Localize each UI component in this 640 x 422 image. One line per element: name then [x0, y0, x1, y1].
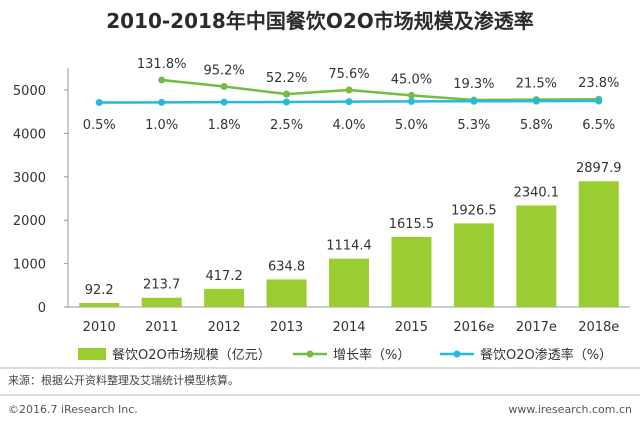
penetration-rate-point: [595, 97, 603, 105]
penetration-rate-label: 1.8%: [208, 118, 241, 133]
bar: [391, 236, 432, 307]
bar: [204, 288, 245, 307]
legend-label-market-size: 餐饮O2O市场规模（亿元）: [112, 347, 271, 363]
penetration-rate-point: [345, 98, 353, 106]
bar: [141, 297, 182, 307]
y-tick-label: 2000: [13, 214, 46, 229]
penetration-rate-point: [283, 98, 291, 106]
bar: [329, 258, 369, 307]
growth-rate-label: 45.0%: [391, 72, 432, 87]
growth-rate-point: [220, 83, 228, 91]
penetration-rate-point: [158, 98, 166, 106]
penetration-rate-label: 5.3%: [457, 118, 490, 133]
bar: [453, 223, 494, 307]
growth-rate-label: 19.3%: [453, 77, 494, 92]
x-tick-label: 2011: [145, 320, 178, 335]
x-tick-label: 2017e: [516, 320, 557, 335]
bar-data-label: 417.2: [206, 269, 243, 284]
bar-data-label: 2897.9: [576, 161, 622, 176]
bar: [79, 302, 120, 307]
legend-marker-growth: [306, 350, 314, 358]
x-tick-label: 2015: [395, 320, 428, 335]
axes: 0 1000 2000 3000 4000 5000 2010 2011 2012 2013 201…: [13, 68, 630, 335]
penetration-rate-point: [95, 99, 103, 106]
growth-rate-label: 52.2%: [266, 71, 307, 86]
growth-rate-label: 131.8%: [137, 57, 187, 72]
growth-rate-label: 21.5%: [516, 77, 557, 92]
legend: 餐饮O2O市场规模（亿元） 增长率（%） 餐饮O2O渗透率（%）: [78, 347, 612, 363]
y-tick-label: 3000: [13, 171, 46, 186]
chart-title: 2010-2018年中国餐饮O2O市场规模及渗透率: [106, 9, 534, 33]
y-tick-label: 0: [38, 301, 46, 316]
bar-series: 92.2 213.7 417.2 634.8 1114.4 1615.5 1926.5 234…: [79, 161, 622, 307]
x-tick-label: 2016e: [453, 320, 494, 335]
legend-label-penetration-rate: 餐饮O2O渗透率（%）: [480, 347, 612, 363]
penetration-rate-label: 6.5%: [582, 118, 615, 133]
growth-rate-label: 23.8%: [578, 76, 619, 91]
source-note: 来源：根据公开资料整理及艾瑞统计模型核算。: [8, 373, 239, 387]
bar-data-label: 634.8: [268, 259, 305, 274]
bar-data-label: 2340.1: [514, 185, 560, 200]
legend-marker-penetration: [453, 350, 461, 358]
bar-data-label: 213.7: [143, 278, 180, 293]
penetration-rate-label: 4.0%: [332, 118, 365, 133]
growth-rate-point: [283, 90, 291, 98]
legend-label-growth-rate: 增长率（%）: [333, 347, 410, 363]
bar: [516, 205, 557, 307]
bar-data-label: 1926.5: [451, 203, 497, 218]
growth-rate-line: [161, 78, 599, 102]
growth-rate-point: [345, 86, 353, 94]
penetration-rate-point: [407, 97, 415, 105]
growth-rate-label: 75.6%: [328, 67, 369, 82]
x-tick-label: 2010: [83, 320, 116, 335]
penetration-rate-label: 0.5%: [83, 118, 116, 133]
y-tick-label: 1000: [13, 258, 46, 273]
footer-copyright: ©2016.7 iResearch Inc.: [8, 403, 138, 416]
penetration-rate-point: [220, 98, 228, 106]
penetration-rate-point: [532, 97, 540, 105]
bar-data-label: 92.2: [85, 283, 114, 298]
growth-rate-label: 95.2%: [203, 64, 244, 79]
bar-data-label: 1114.4: [326, 239, 372, 254]
penetration-rate-label: 1.0%: [145, 118, 178, 133]
line-series: 131.8% 95.2% 52.2% 75.6% 45.0% 19.3% 21.5% 23.8…: [83, 57, 620, 133]
footer-website: www.iresearch.com.cn: [508, 403, 632, 416]
penetration-rate-label: 2.5%: [270, 118, 303, 133]
penetration-rate-point: [470, 97, 478, 105]
bar-data-label: 1615.5: [389, 217, 435, 232]
x-tick-label: 2012: [208, 320, 241, 335]
x-tick-label: 2013: [270, 320, 303, 335]
y-tick-label: 4000: [13, 127, 46, 142]
x-tick-label: 2014: [332, 320, 365, 335]
bar: [266, 279, 307, 307]
penetration-rate-label: 5.8%: [520, 118, 553, 133]
legend-swatch-bar: [78, 348, 106, 360]
x-tick-label: 2018e: [578, 320, 619, 335]
growth-rate-point: [407, 91, 415, 99]
bar: [578, 181, 619, 307]
y-tick-label: 5000: [13, 84, 46, 99]
growth-rate-point: [158, 76, 166, 84]
penetration-rate-label: 5.0%: [395, 118, 428, 133]
